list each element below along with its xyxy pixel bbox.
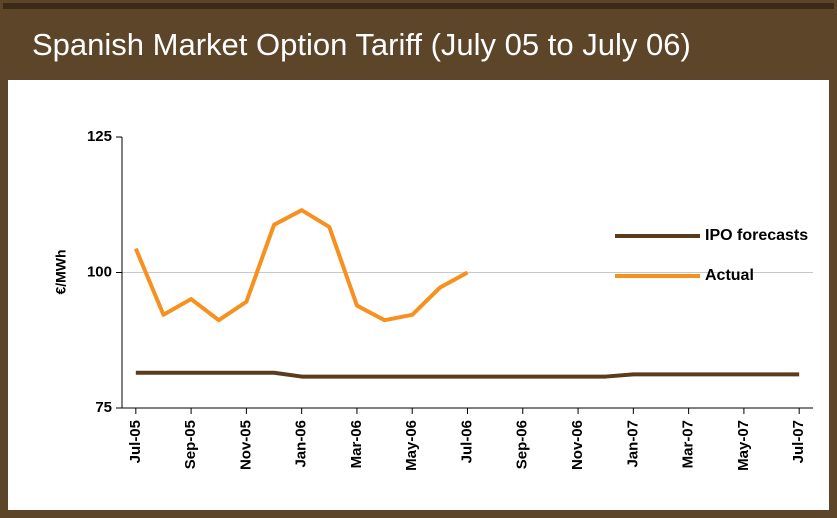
x-tick-label: May-06 (403, 420, 420, 471)
chart-title: Spanish Market Option Tariff (July 05 to… (32, 27, 691, 62)
x-tick-label: Nov-05 (237, 420, 254, 470)
legend-label: Actual (705, 267, 754, 284)
y-axis-label: €/MWh (53, 249, 69, 294)
y-tick-label: 125 (87, 128, 112, 145)
x-tick-label: Sep-06 (514, 420, 531, 469)
x-tick-label: May-07 (735, 420, 752, 471)
x-tick-label: Jan-06 (293, 420, 310, 468)
series-line (133, 208, 469, 323)
x-tick-label: Sep-05 (182, 420, 199, 469)
x-tick-label: Nov-06 (569, 420, 586, 470)
legend-label: IPO forecasts (705, 227, 808, 244)
x-tick-label: Jul-06 (458, 420, 475, 463)
x-tick-label: Mar-07 (680, 420, 697, 468)
x-tick-label: Jul-05 (127, 420, 144, 463)
chart-area (8, 80, 829, 510)
y-tick-label: 100 (87, 263, 112, 280)
y-tick-label: 75 (95, 399, 112, 416)
x-tick-label: Mar-06 (348, 420, 365, 468)
top-strip (3, 3, 834, 9)
x-tick-label: Jul-07 (790, 420, 807, 463)
series-line (135, 370, 800, 379)
x-tick-label: Jan-07 (624, 420, 641, 468)
